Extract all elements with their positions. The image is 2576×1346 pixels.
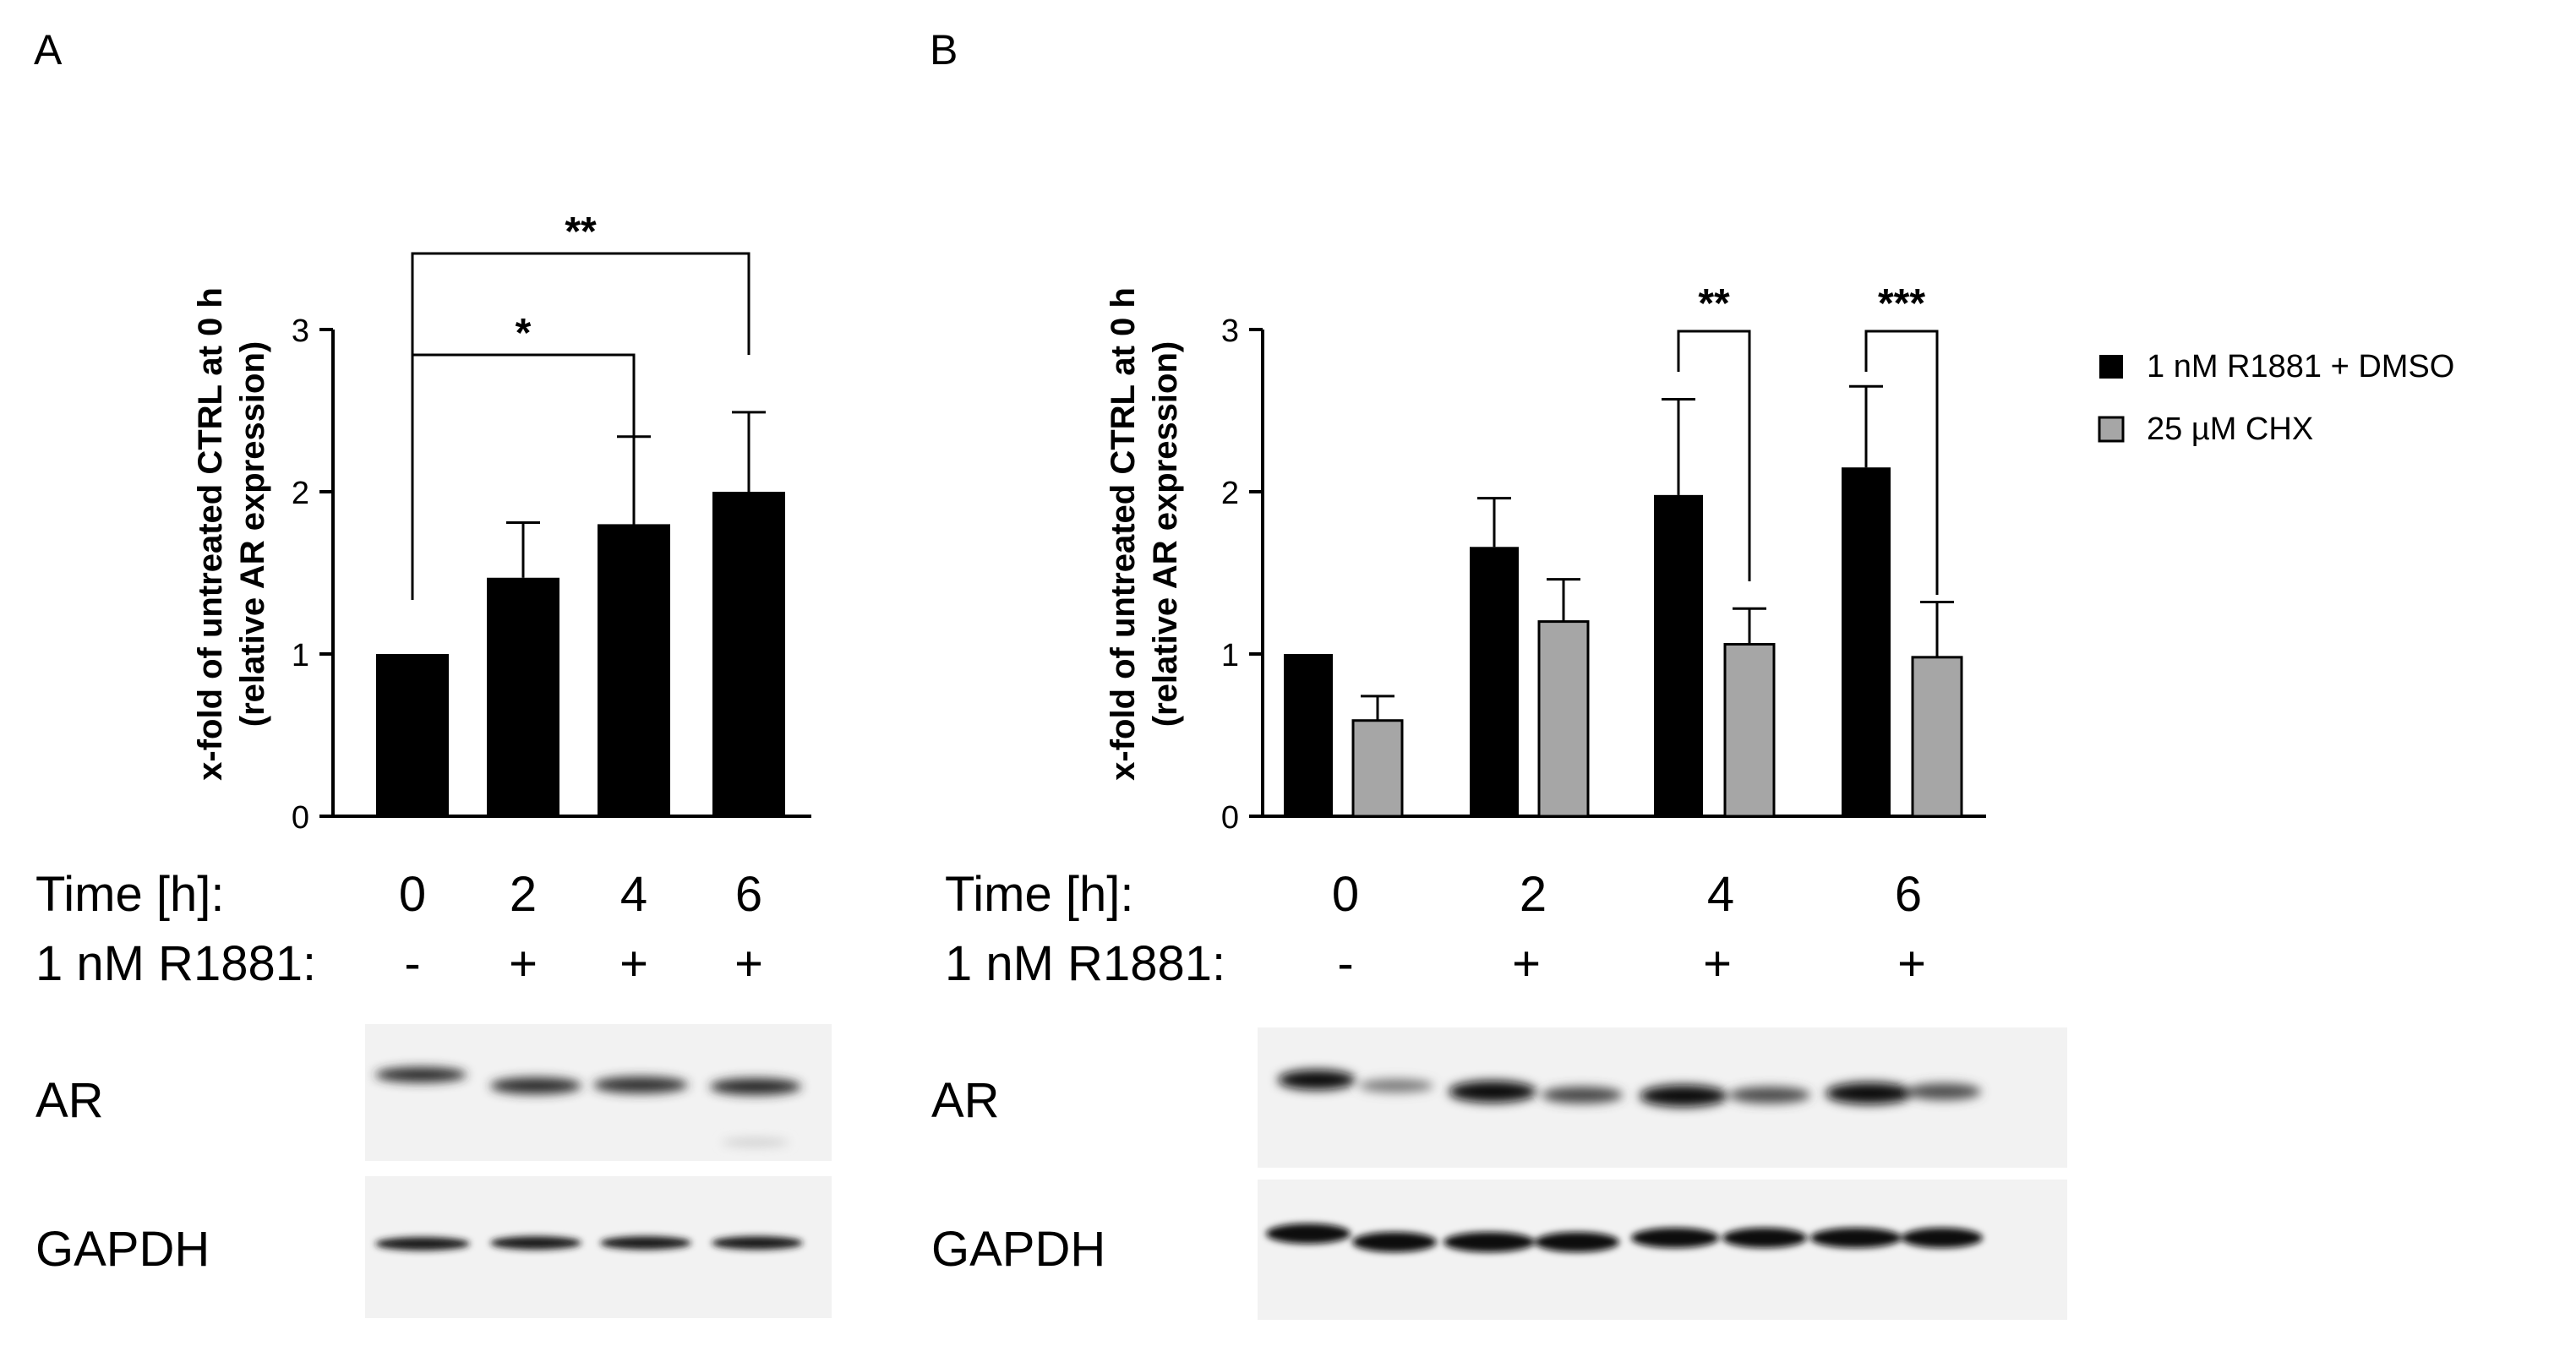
blot-a: AR GAPDH: [35, 1024, 832, 1318]
chart-a-ylabel-line1: x-fold of untreated CTRL at 0 h: [192, 287, 229, 781]
blot-b-ar-label: AR: [931, 1073, 1000, 1128]
chart-a-ytick-2: 2: [292, 476, 309, 511]
chart-a-error-1: [506, 520, 540, 578]
chart-b-bar-dmso-3: [1842, 467, 1891, 816]
chart-b-bar-chx-1: [1537, 620, 1590, 818]
chart-b-significance: ** ***: [1677, 281, 1939, 595]
chart-b-bars: [1284, 467, 1963, 818]
chart-b-ytick-0: 0: [1221, 800, 1239, 836]
chart-a-treat-3: +: [734, 936, 763, 991]
chart-a-treat-0: -: [404, 936, 420, 991]
chart-a-time-label: Time [h]:: [35, 867, 224, 922]
chart-b-xtick-2: 4: [1707, 867, 1734, 922]
chart-b-time-label: Time [h]:: [945, 867, 1133, 922]
blot-a-gapdh-bands: [375, 1236, 803, 1251]
chart-b-bar-dmso-2: [1654, 494, 1703, 816]
chart-b-bar-chx-2: [1723, 642, 1776, 818]
chart-b-treat-0: -: [1337, 936, 1353, 991]
chart-a-error-3: [732, 411, 766, 492]
chart-b-bracket-label-6h: ***: [1878, 281, 1925, 326]
chart-b-xtick-0: 0: [1332, 867, 1359, 922]
chart-a-bracket-label-2star: **: [565, 210, 597, 254]
chart-a-ytick-3: 3: [292, 313, 309, 349]
chart-b-error-s1-2: [1733, 607, 1766, 645]
blot-b-ar-bands: [1278, 1070, 1981, 1107]
chart-a-bar-3: [712, 492, 785, 816]
chart-a-bracket-0-3: [411, 252, 750, 591]
chart-b-ylabel-line2: (relative AR expression): [1147, 341, 1184, 727]
legend-swatch-dmso: [2099, 355, 2123, 379]
chart-b-bar-chx-3: [1911, 656, 1963, 818]
chart-a-xtick-1: 2: [510, 867, 537, 922]
blot-a-ar-label: AR: [35, 1073, 104, 1128]
chart-b-ytick-2: 2: [1221, 476, 1239, 511]
chart-b-treat-1: +: [1512, 936, 1541, 991]
chart-a-ytick-1: 1: [292, 638, 309, 673]
legend-label-dmso: 1 nM R1881 + DMSO: [2147, 349, 2454, 384]
chart-a-significance: * **: [411, 210, 750, 600]
chart-b-error-s0-1: [1477, 497, 1511, 548]
blot-b-gapdh-bands: [1266, 1223, 1983, 1252]
chart-b-errorbars: [1361, 384, 1954, 721]
chart-b-bracket-label-4h: **: [1698, 281, 1730, 326]
chart-a-bar-1: [487, 577, 559, 816]
chart-b-bracket-6h: [1864, 330, 1939, 595]
chart-a-rows: Time [h]: 0 2 4 6 1 nM R1881: - + + +: [35, 867, 763, 991]
panel-label-a: A: [34, 26, 63, 74]
chart-b-bracket-4h: [1677, 330, 1751, 581]
chart-b-rows: Time [h]: 0 2 4 6 1 nM R1881: - + + +: [945, 867, 1926, 991]
legend-swatch-chx: [2098, 416, 2125, 443]
panel-label-b: B: [930, 26, 958, 74]
chart-b-y-axis: 0 1 2 3: [1221, 313, 1264, 836]
chart-a-bracket-label-star: *: [516, 311, 532, 356]
chart-b-ylabel-line1: x-fold of untreated CTRL at 0 h: [1105, 287, 1142, 781]
chart-b-ytick-1: 1: [1221, 638, 1239, 673]
chart-b-xtick-3: 6: [1895, 867, 1922, 922]
chart-a-xtick-2: 4: [620, 867, 647, 922]
chart-a: x-fold of untreated CTRL at 0 h (relativ…: [35, 210, 832, 1318]
blot-a-gapdh-label: GAPDH: [35, 1222, 210, 1277]
chart-a-treat-2: +: [619, 936, 648, 991]
chart-b-bar-dmso-1: [1470, 547, 1519, 816]
chart-b-legend: 1 nM R1881 + DMSO 25 µM CHX: [2098, 349, 2454, 447]
chart-a-xtick-3: 6: [735, 867, 762, 922]
chart-a-treat-label: 1 nM R1881:: [35, 936, 316, 991]
chart-b-treat-3: +: [1897, 936, 1926, 991]
blot-b: AR GAPDH: [931, 1027, 2067, 1320]
chart-a-bar-0: [376, 654, 449, 816]
chart-b-error-s1-3: [1920, 601, 1954, 657]
chart-a-y-axis: 0 1 2 3: [292, 313, 335, 836]
chart-b-treat-label: 1 nM R1881:: [945, 936, 1225, 991]
chart-b-ytick-3: 3: [1221, 313, 1239, 349]
chart-b-treat-2: +: [1703, 936, 1732, 991]
chart-a-bars: [376, 492, 785, 816]
chart-a-xtick-0: 0: [399, 867, 426, 922]
chart-b-bar-dmso-0: [1284, 654, 1333, 816]
blot-b-gapdh-label: GAPDH: [931, 1222, 1105, 1277]
chart-b-error-s0-2: [1662, 398, 1695, 495]
chart-b-xtick-1: 2: [1520, 867, 1547, 922]
chart-a-treat-1: +: [509, 936, 538, 991]
chart-b-error-s1-1: [1547, 578, 1580, 622]
chart-b-error-s0-3: [1849, 384, 1883, 468]
chart-b: x-fold of untreated CTRL at 0 h (relativ…: [931, 281, 2454, 1320]
chart-b-bar-chx-0: [1351, 719, 1404, 818]
blot-a-ar-bands: [375, 1067, 801, 1147]
chart-b-error-s1-0: [1361, 695, 1394, 721]
chart-a-ylabel-line2: (relative AR expression): [234, 341, 271, 727]
chart-a-ytick-0: 0: [292, 800, 309, 836]
legend-label-chx: 25 µM CHX: [2147, 411, 2313, 447]
